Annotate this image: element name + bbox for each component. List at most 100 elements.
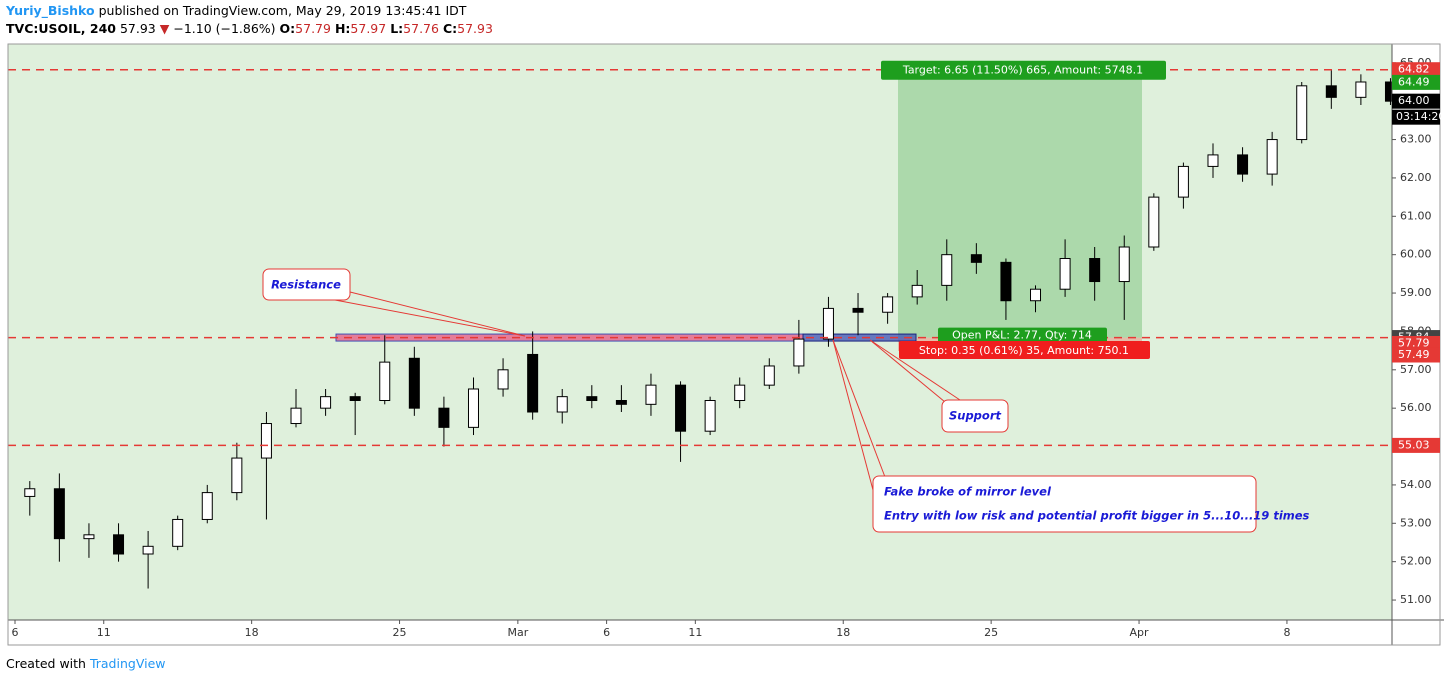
callout-pointer: [869, 339, 961, 401]
candle-body: [615, 399, 627, 405]
callout-text: Resistance: [271, 278, 341, 292]
callout-text: Entry with low risk and potential profit…: [884, 509, 1310, 523]
candle-body: [24, 488, 36, 497]
candle-body: [1237, 154, 1249, 175]
y-tick-label: 56.00: [1400, 401, 1432, 414]
candle-body: [290, 407, 302, 425]
y-tick-label: 53.00: [1400, 516, 1432, 529]
x-tick-label: 18: [836, 626, 850, 639]
candle-body: [734, 384, 746, 401]
x-tick-label: 6: [603, 626, 610, 639]
candle-body: [438, 407, 450, 428]
h-label: H:: [334, 21, 351, 36]
y-tick-label: 59.00: [1400, 286, 1432, 299]
callout-box: [872, 475, 1257, 533]
candle-body: [201, 492, 213, 520]
callout-pointer: [349, 291, 526, 337]
y-tick-label: 51.00: [1400, 593, 1432, 606]
candle-body: [53, 488, 65, 540]
x-tick-label: 25: [393, 626, 407, 639]
candle-body: [911, 284, 923, 298]
x-tick-label: Mar: [507, 626, 528, 639]
candle-body: [231, 457, 243, 494]
candle-body: [497, 369, 509, 390]
target-label-box: [881, 60, 1166, 80]
candle-body: [822, 307, 834, 340]
price-label-box: [1392, 93, 1440, 109]
candle-body: [320, 396, 332, 409]
callout-text: Fake broke of mirror level: [884, 485, 1052, 499]
target-label: Target: 6.65 (11.50%) 665, Amount: 5748.…: [902, 64, 1143, 77]
callout-pointer: [832, 339, 886, 478]
callout-box: [262, 268, 351, 301]
o-label: O:: [279, 21, 296, 36]
candle-body: [1148, 196, 1160, 248]
candle-body: [260, 423, 272, 459]
h: 57.97: [350, 21, 387, 36]
candle-body: [408, 357, 420, 409]
candle-body: [970, 254, 982, 263]
created: Created with: [6, 656, 86, 671]
brand[interactable]: TradingView: [89, 656, 166, 671]
candle-body: [467, 388, 479, 428]
author[interactable]: Yuriy_Bishko: [6, 3, 95, 18]
y-tick-label: 54.00: [1400, 478, 1432, 491]
stop-label: Stop: 0.35 (0.61%) 35, Amount: 750.1: [919, 344, 1129, 357]
callout-pointer: [869, 339, 946, 403]
candle-body: [556, 396, 568, 413]
published: published on TradingView.com, May 29, 20…: [98, 3, 467, 18]
x-tick-label: 8: [1283, 626, 1290, 639]
candle-body: [793, 338, 805, 367]
l-label: L:: [390, 21, 404, 36]
chart: 51.0052.0053.0054.0055.0056.0057.0058.00…: [7, 43, 1444, 646]
stop-label-box: [899, 340, 1150, 359]
c-label: C:: [442, 21, 458, 36]
candle-body: [527, 353, 539, 413]
c: 57.93: [457, 21, 493, 36]
candle-body: [142, 545, 154, 555]
l: 57.76: [403, 21, 439, 36]
price-label: 64.82: [1398, 63, 1430, 76]
price-label: 64.49: [1398, 75, 1430, 88]
candle-body: [1266, 139, 1278, 175]
candle-body: [1089, 258, 1101, 283]
callout-pointer: [832, 339, 874, 491]
change: −1.10 (−1.86%): [173, 21, 276, 36]
price-label-box: [1392, 347, 1440, 363]
footer: Created with TradingView: [6, 656, 165, 671]
y-tick-label: 61.00: [1400, 209, 1432, 222]
candle-body: [1296, 85, 1308, 141]
candle-body: [1355, 81, 1367, 98]
candle-body: [172, 518, 184, 547]
candle-body: [1000, 261, 1012, 302]
candle-body: [379, 361, 391, 401]
y-tick-label: 63.00: [1400, 133, 1432, 146]
candle-body: [882, 296, 894, 313]
price-label: 55.03: [1398, 438, 1430, 451]
candle-body: [704, 399, 716, 432]
price-label: 57.49: [1398, 348, 1430, 361]
candle-body: [1325, 85, 1337, 98]
x-tick-label: Apr: [1130, 626, 1150, 639]
candle-body: [113, 534, 125, 555]
plot-background: [8, 44, 1392, 620]
candle-body: [349, 396, 361, 401]
x-tick-label: 11: [688, 626, 702, 639]
candle-body: [763, 365, 775, 386]
price-label-box: [1392, 335, 1440, 351]
countdown-box: [1392, 109, 1440, 125]
callout-text: Support: [949, 409, 1002, 423]
candle-body: [1384, 81, 1392, 102]
x-tick-label: 18: [245, 626, 259, 639]
arrow: ▼: [159, 21, 170, 36]
callout-box: [941, 399, 1009, 433]
header: Yuriy_Bishko published on TradingView.co…: [6, 2, 493, 38]
pnl-label: Open P&L: 2.77, Qty: 714: [952, 329, 1092, 342]
candle-body: [675, 384, 687, 432]
price-label: 64.00: [1398, 94, 1430, 107]
countdown: 03:14:20: [1396, 110, 1444, 123]
candle-body: [1207, 154, 1219, 167]
x-tick-label: 6: [12, 626, 19, 639]
overlay: 51.0052.0053.0054.0055.0056.0057.0058.00…: [12, 56, 1444, 639]
